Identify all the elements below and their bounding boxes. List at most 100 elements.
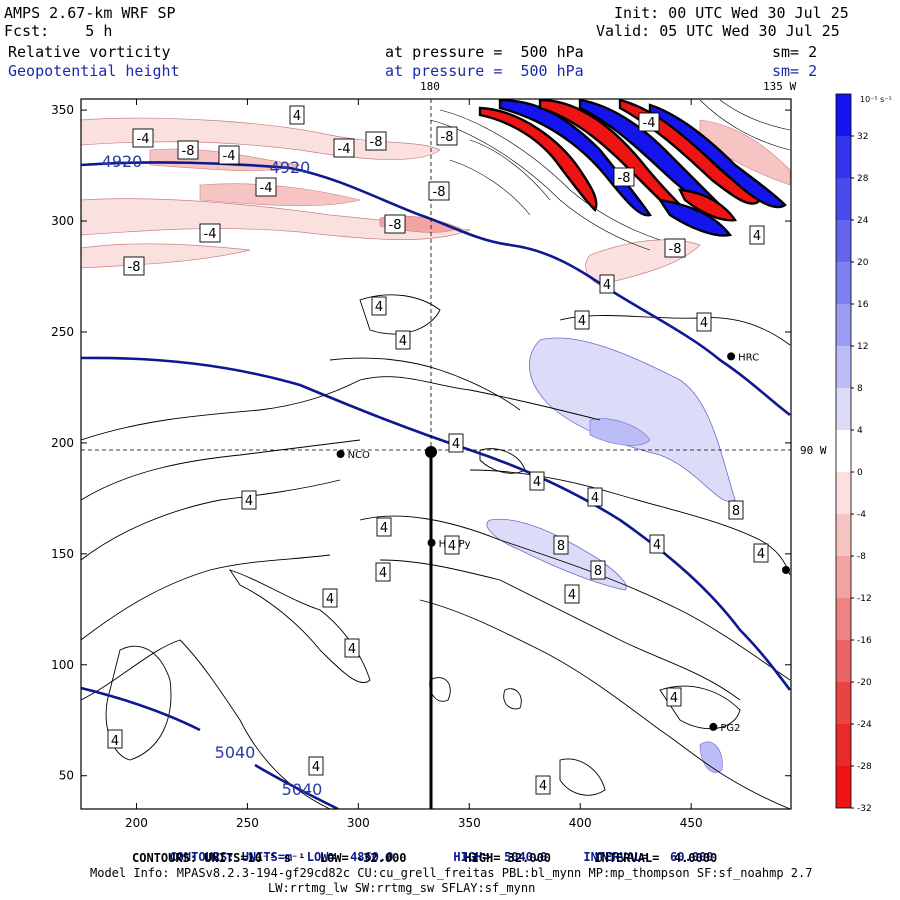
svg-text:4: 4 xyxy=(700,316,708,331)
svg-text:-8: -8 xyxy=(669,242,682,257)
svg-text:4: 4 xyxy=(533,475,541,490)
vorticity-contour-label: 4 xyxy=(241,490,257,510)
svg-text:4: 4 xyxy=(111,734,119,749)
y-tick-label: 300 xyxy=(51,214,74,228)
edge-station-marker xyxy=(782,566,790,574)
vorticity-contour-label: 4 xyxy=(696,312,712,332)
colorbar-label: -32 xyxy=(857,804,872,814)
vorticity-contour-label: -8 xyxy=(123,256,145,276)
valid-time: Valid: 05 UTC Wed 30 Jul 25 xyxy=(596,22,840,40)
colorbar-swatch xyxy=(836,514,851,556)
station-label: NCO xyxy=(348,450,370,461)
station-marker xyxy=(336,450,345,458)
pressure-height: at pressure = 500 hPa xyxy=(385,62,584,80)
vorticity-contour-label: 4 xyxy=(289,105,305,125)
pressure-vorticity: at pressure = 500 hPa xyxy=(385,43,584,61)
reference-lines xyxy=(81,99,791,451)
parallel-label-right: 90 W xyxy=(800,444,827,457)
svg-text:4: 4 xyxy=(326,592,334,607)
colorbar-label: -12 xyxy=(857,594,872,604)
svg-text:4: 4 xyxy=(379,566,387,581)
colorbar-label: -4 xyxy=(857,510,866,520)
height-labels: 4920 4920 5040 5040 xyxy=(102,152,323,799)
svg-text:4: 4 xyxy=(245,494,253,509)
colorbar-swatch xyxy=(836,346,851,388)
svg-text:4: 4 xyxy=(312,760,320,775)
colorbar-label: 16 xyxy=(857,300,869,310)
svg-text:-8: -8 xyxy=(618,171,631,186)
svg-text:4: 4 xyxy=(375,300,383,315)
svg-text:-8: -8 xyxy=(370,135,383,150)
colorbar-label: -8 xyxy=(857,552,866,562)
height-contours xyxy=(81,161,791,809)
height-contour-label: 5040 xyxy=(215,743,256,762)
vorticity-contour-label: 4 xyxy=(753,543,769,563)
svg-text:4: 4 xyxy=(568,588,576,603)
colorbar-frame xyxy=(835,93,852,809)
footer-height-contours: CONTOURS: UNITS=m LOW= 4860.0 xyxy=(169,850,394,864)
colorbar-label: 32 xyxy=(857,132,868,142)
svg-text:-8: -8 xyxy=(433,185,446,200)
station-label: PG2 xyxy=(720,723,740,734)
x-tick-label: 400 xyxy=(569,816,592,830)
colorbar-label: 0 xyxy=(857,468,863,478)
svg-text:4: 4 xyxy=(591,491,599,506)
model-title: AMPS 2.67-km WRF SP xyxy=(4,4,176,22)
svg-text:-4: -4 xyxy=(338,142,351,157)
svg-text:-8: -8 xyxy=(128,260,141,275)
vorticity-contour-label: -8 xyxy=(384,214,406,234)
svg-text:4: 4 xyxy=(380,521,388,536)
cross-section-marker xyxy=(425,446,437,458)
svg-text:-8: -8 xyxy=(182,144,195,159)
vorticity-contour-label: 4 xyxy=(564,584,580,604)
vorticity-contour-label: 4 xyxy=(666,687,682,707)
colorbar-label: 8 xyxy=(857,384,863,394)
forecast-hour: Fcst: 5 h xyxy=(4,22,113,40)
meridian-label-top: 180 xyxy=(420,80,440,93)
y-tick-label: 200 xyxy=(51,436,74,450)
x-axis: 200 250 300 350 400 450 xyxy=(125,99,703,830)
vorticity-labels: -4 -8 -4 4 -4 -8 -8 -4 -8 -4 -8 -8 4 4 4 4 4 4 4 8 8 8 4 4 4 4 4 4 4… xyxy=(107,105,769,795)
vorticity-contour-label: 4 xyxy=(344,638,360,658)
vorticity-contour-label: 4 xyxy=(535,775,551,795)
colorbar-swatch xyxy=(836,556,851,598)
vorticity-contour-label: 4 xyxy=(444,535,460,555)
colorbar-swatch xyxy=(836,178,851,220)
svg-text:4: 4 xyxy=(578,314,586,329)
svg-text:4: 4 xyxy=(653,538,661,553)
init-time: Init: 00 UTC Wed 30 Jul 25 xyxy=(614,4,849,22)
footer-vorticity-contours: CONTOURS: UNITS=10⁻⁵ s⁻¹ LOW= -32.000 HI… xyxy=(132,851,718,865)
meridian-label-right-top: 135 W xyxy=(763,80,796,93)
colorbar-label: -24 xyxy=(857,720,872,730)
vorticity-contour-label: -4 xyxy=(255,177,277,197)
svg-text:4: 4 xyxy=(399,334,407,349)
vorticity-contours xyxy=(81,294,791,809)
svg-text:8: 8 xyxy=(557,539,565,554)
colorbar-swatch xyxy=(836,682,851,724)
colorbar-swatch xyxy=(836,430,851,472)
svg-text:-8: -8 xyxy=(441,130,454,145)
vorticity-contour-label: 4 xyxy=(529,471,545,491)
svg-text:-4: -4 xyxy=(204,227,217,242)
field-height: Geopotential height xyxy=(8,62,180,80)
smoothing-height: sm= 2 xyxy=(772,62,818,80)
y-tick-label: 100 xyxy=(51,658,74,672)
height-contour-label: 4920 xyxy=(270,158,311,177)
vorticity-contour-label: 4 xyxy=(371,296,387,316)
svg-text:4: 4 xyxy=(452,437,460,452)
colorbar-swatch xyxy=(836,388,851,430)
svg-text:4: 4 xyxy=(603,278,611,293)
vorticity-contour-label: 4 xyxy=(649,534,665,554)
x-tick-label: 450 xyxy=(680,816,703,830)
vorticity-contour-label: -8 xyxy=(436,126,458,146)
footer-model-info: Model Info: MPASv8.2.3-194-gf29cd82c CU:… xyxy=(90,866,813,880)
svg-text:8: 8 xyxy=(594,564,602,579)
svg-text:-4: -4 xyxy=(137,132,150,147)
y-tick-label: 50 xyxy=(59,769,74,783)
footer-model-info-2: LW:rrtmg_lw SW:rrtmg_sw SFLAY:sf_mynn xyxy=(268,881,536,895)
colorbar-label: -20 xyxy=(857,678,872,688)
station-marker xyxy=(727,352,736,361)
vorticity-contour-label: -8 xyxy=(613,167,635,187)
vorticity-contour-label: 4 xyxy=(107,729,123,749)
vorticity-contour-label: 4 xyxy=(308,756,324,776)
